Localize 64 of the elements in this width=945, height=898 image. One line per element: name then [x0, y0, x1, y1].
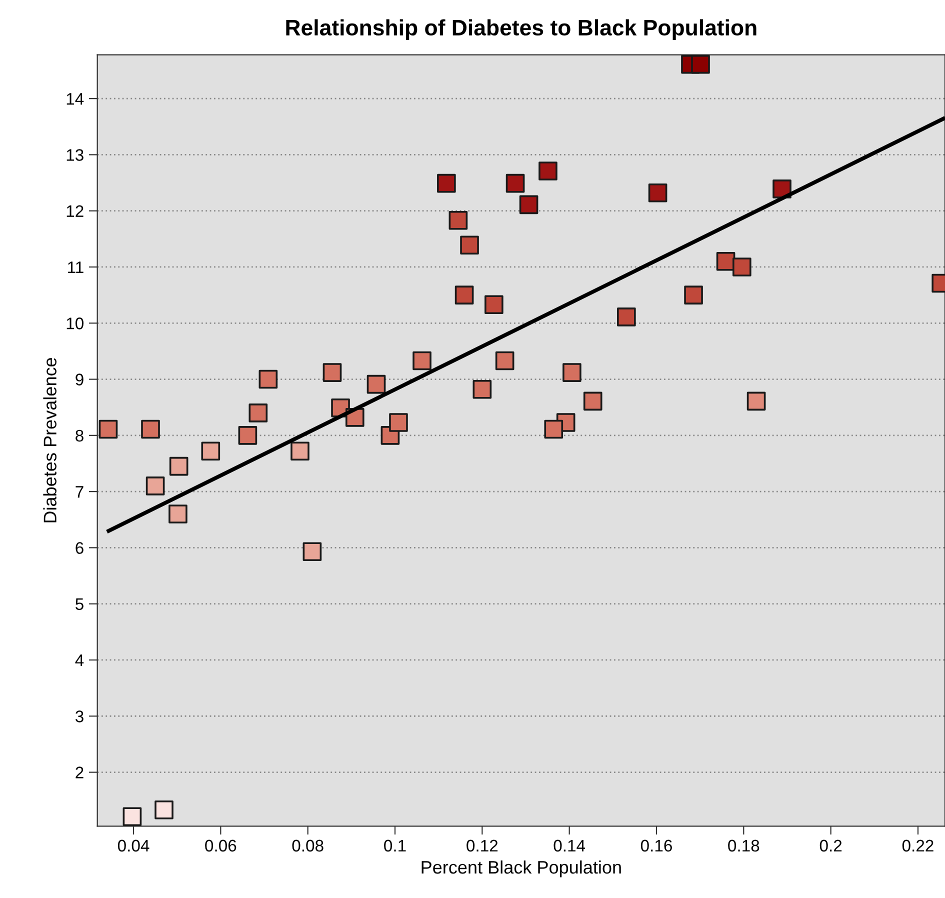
x-axis-title: Percent Black Population — [422, 860, 621, 878]
point — [691, 54, 710, 74]
point — [617, 308, 636, 326]
x-tick-label: 0.14 — [554, 840, 586, 852]
point — [122, 807, 142, 826]
x-tick-label: 0.22 — [902, 840, 934, 852]
point — [248, 404, 268, 422]
point — [366, 374, 386, 394]
y-tick-label: 3 — [76, 710, 84, 722]
y-tick-label: 9 — [76, 374, 84, 386]
point — [684, 286, 703, 304]
point — [437, 174, 456, 193]
point — [238, 426, 258, 445]
point — [562, 363, 582, 382]
y-tick-label: 13 — [66, 149, 84, 161]
y-axis-title: Diabetes Prevalence — [43, 358, 56, 522]
x-tick-label: 0.1 — [384, 840, 406, 852]
x-tick-label: 0.08 — [292, 840, 324, 852]
point — [746, 392, 766, 411]
point — [472, 380, 492, 399]
point — [146, 476, 165, 496]
x-tick-label: 0.12 — [466, 840, 498, 852]
y-tick-label: 10 — [66, 318, 84, 330]
chart-title: Relationship of Diabetes to Black Population — [286, 19, 756, 40]
point — [538, 162, 558, 180]
y-tick-label: 5 — [76, 598, 84, 610]
y-tick-label: 2 — [76, 766, 84, 778]
point — [732, 258, 752, 276]
point — [412, 351, 432, 370]
point — [648, 183, 668, 202]
x-tick-label: 0.16 — [640, 840, 672, 852]
point — [506, 174, 525, 193]
point — [169, 456, 188, 476]
x-tick-label: 0.18 — [728, 840, 760, 852]
point — [460, 236, 479, 255]
point — [168, 504, 188, 524]
point — [454, 286, 474, 304]
point — [448, 210, 468, 230]
y-tick-label: 6 — [76, 542, 84, 554]
point — [544, 420, 564, 439]
point — [258, 370, 278, 389]
point — [519, 195, 538, 214]
y-tick-label: 12 — [66, 205, 84, 217]
y-tick-label: 11 — [68, 262, 84, 274]
x-tick-label: 0.04 — [118, 840, 150, 852]
y-tick-label: 4 — [75, 654, 84, 666]
y-tick-label: 7 — [76, 486, 84, 498]
point — [302, 542, 322, 562]
x-tick-label: 0.2 — [820, 840, 842, 852]
point — [322, 363, 342, 382]
y-tick-label: 14 — [66, 93, 84, 105]
y-tick-label: 8 — [76, 430, 84, 442]
point — [495, 351, 514, 370]
point — [98, 420, 118, 439]
point — [583, 392, 602, 411]
x-tick-label: 0.06 — [205, 840, 236, 852]
point — [201, 442, 220, 461]
point — [484, 295, 504, 314]
point — [772, 180, 792, 198]
point — [389, 413, 408, 432]
point — [141, 420, 160, 439]
point — [290, 442, 310, 461]
point — [716, 252, 736, 271]
point — [154, 800, 174, 820]
